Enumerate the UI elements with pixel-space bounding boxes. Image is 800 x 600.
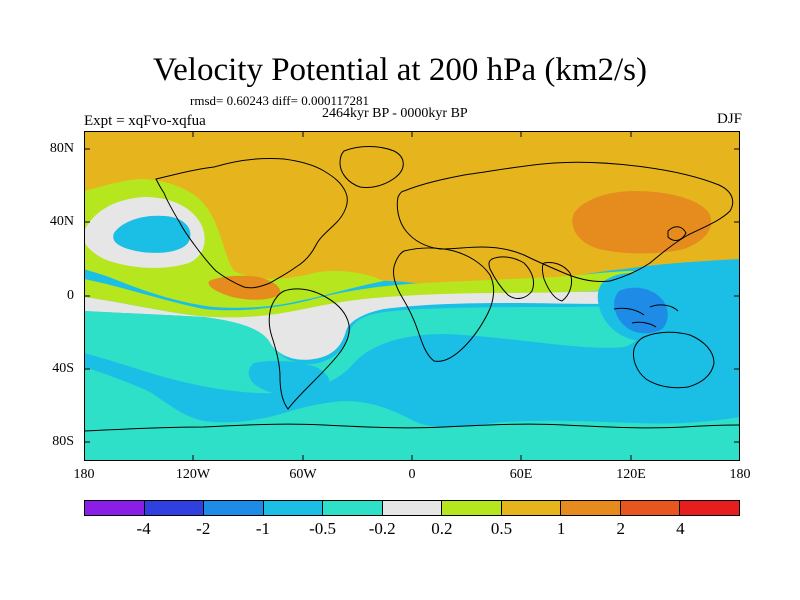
colorbar-swatch — [561, 501, 621, 515]
colorbar-swatch — [501, 501, 562, 515]
colorbar-label: -2 — [196, 519, 211, 538]
lon-label-60w: 60W — [289, 467, 317, 482]
colorbar-label: 4 — [676, 519, 685, 538]
field-neg-south-atlantic — [248, 360, 330, 397]
lat-label-40s: 40S — [52, 361, 74, 376]
experiment-label: Expt = xqFvo-xqfua — [84, 113, 206, 129]
lon-label-0: 0 — [408, 467, 416, 482]
coast-africa — [393, 247, 495, 362]
lat-label-80n: 80N — [49, 141, 74, 156]
chart-title: Velocity Potential at 200 hPa (km2/s) — [152, 52, 648, 88]
colorbar-swatch — [144, 501, 205, 515]
field-weakneg-tropics — [84, 303, 648, 394]
field-weakneg-south — [84, 367, 740, 461]
lat-label-0: 0 — [67, 288, 74, 303]
colorbar-swatch — [442, 501, 502, 515]
colorbar-swatch — [680, 501, 740, 515]
colorbar-label: 0.5 — [490, 519, 513, 538]
field-strongpos-asia — [572, 191, 712, 254]
colorbar-swatch — [323, 501, 383, 515]
colorbar-label: 0.2 — [431, 519, 453, 538]
rmsd-diff-stats: rmsd= 0.60243 diff= 0.000117281 — [190, 93, 369, 108]
map-svg — [84, 131, 740, 461]
map-frame — [84, 131, 740, 461]
field-neg-pacific — [113, 215, 191, 253]
field-strongneg-maritime — [614, 287, 668, 334]
coast-south-america — [268, 288, 350, 410]
field-strongpos-americas — [208, 275, 281, 300]
colorbar-swatch — [204, 501, 264, 515]
lon-label-60e: 60E — [509, 467, 533, 482]
colorbar-swatch — [263, 501, 324, 515]
colorbar-swatch — [382, 501, 443, 515]
lon-label-180w: 180 — [73, 467, 95, 482]
colorbar-label: -0.2 — [368, 519, 396, 538]
colorbar-label: 1 — [556, 519, 566, 538]
coast-india — [542, 262, 573, 302]
coast-indonesia — [613, 304, 679, 328]
lon-label-120w: 120W — [175, 467, 211, 482]
field-neutral-equator — [84, 291, 647, 360]
coast-australia — [633, 331, 715, 389]
lon-label-180e: 180 — [729, 467, 751, 482]
coast-greenland — [339, 146, 404, 188]
coast-south-asia — [488, 256, 535, 299]
season-label: DJF — [716, 111, 742, 127]
lat-label-40n: 40N — [49, 214, 74, 229]
colorbar-label: -0.5 — [309, 519, 336, 538]
field-pos-north — [84, 131, 740, 305]
coastlines — [84, 146, 740, 432]
contour-fill — [84, 131, 740, 461]
colorbar-swatch — [620, 501, 681, 515]
coast-north-america — [155, 158, 348, 289]
lat-label-80s: 80S — [52, 434, 74, 449]
time-period-label: 2464kyr BP - 0000kyr BP — [322, 106, 468, 121]
colorbar-label: -4 — [136, 519, 151, 538]
colorbar-swatch — [85, 501, 145, 515]
colorbar — [84, 500, 740, 516]
lon-label-120e: 120E — [616, 467, 646, 482]
coast-antarctica — [84, 423, 740, 432]
velocity-potential-map — [84, 131, 740, 461]
colorbar-label: 2 — [616, 519, 625, 538]
coast-japan — [667, 226, 687, 241]
coast-eurasia — [396, 161, 734, 282]
colorbar-label: -1 — [255, 519, 270, 538]
